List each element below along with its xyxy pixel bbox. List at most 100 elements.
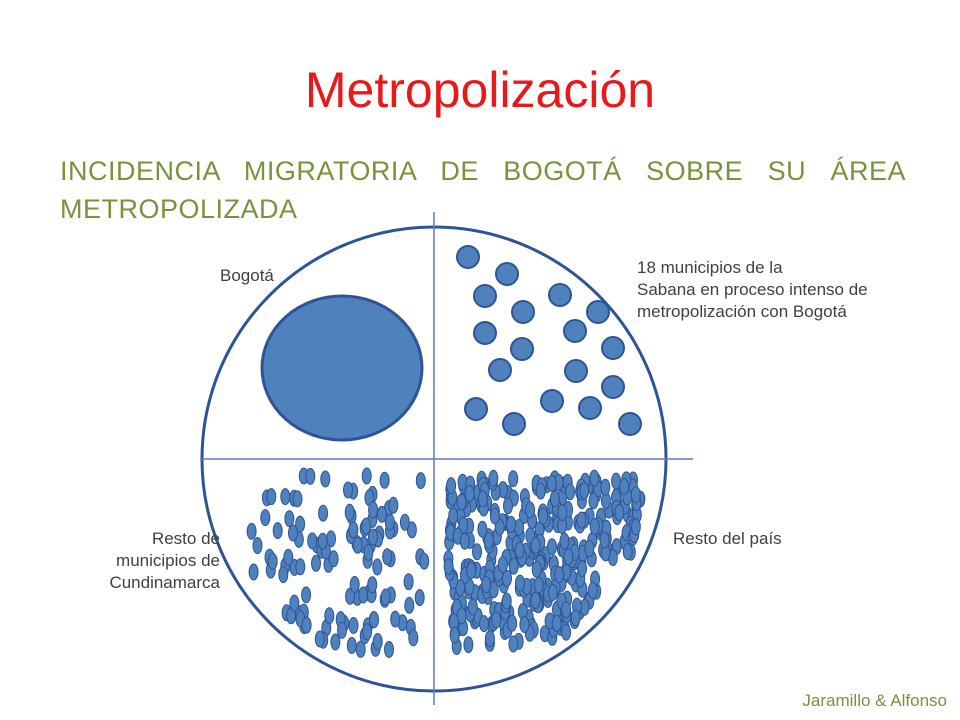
cundinamarca-label-line-2: municipios de — [116, 551, 220, 570]
cundinamarca-dot — [301, 586, 312, 604]
rest-of-country-dot — [481, 576, 492, 594]
rest-of-country-dot — [538, 507, 549, 525]
cundinamarca-dot — [307, 532, 318, 550]
cundinamarca-dot — [252, 537, 263, 555]
cundinamarca-municipalities-dots — [246, 467, 430, 658]
rest-of-country-dot — [502, 569, 512, 587]
cundinamarca-dot — [328, 550, 339, 568]
rest-of-country-dot — [584, 540, 595, 557]
cundinamarca-dot — [346, 637, 357, 654]
cundinamarca-dot — [283, 548, 294, 566]
slide-title: Metropolización — [304, 62, 656, 118]
rest-of-country-dot — [477, 520, 488, 538]
cundinamarca-dot — [345, 587, 356, 605]
cundinamarca-dot — [314, 630, 325, 648]
cundinamarca-dot — [288, 524, 298, 542]
cundinamarca-dot — [415, 472, 426, 490]
cundinamarca-dot — [267, 552, 278, 570]
cundinamarca-label-line-3: Cundinamarca — [109, 573, 220, 592]
sabana-municipality-dot — [601, 336, 625, 360]
sabana-municipality-dot — [548, 283, 572, 307]
subtitle-line-2: METROPOLIZADA — [60, 194, 298, 224]
credit-text: Jaramillo & Alfonso — [802, 691, 947, 710]
sabana-municipality-dot — [564, 359, 588, 383]
cundinamarca-dot — [384, 513, 395, 531]
cundinamarca-dot — [349, 576, 360, 593]
cundinamarca-dot — [399, 513, 410, 531]
cundinamarca-dot — [348, 617, 359, 634]
rest-of-country-dot — [554, 566, 565, 584]
cundinamarca-dot — [248, 563, 259, 581]
rest-of-country-dot — [525, 501, 536, 519]
cundinamarca-dot — [317, 532, 328, 550]
rest-of-country-dot — [576, 511, 587, 529]
cundinamarca-dot — [289, 594, 300, 612]
sabana-municipality-dot — [495, 262, 519, 286]
rest-of-country-dot — [630, 486, 641, 504]
rest-of-country-dot — [497, 556, 508, 574]
cundinamarca-label: Resto de municipios de Cundinamarca — [60, 528, 220, 594]
cundinamarca-dot — [382, 548, 393, 566]
rest-of-country-dot — [491, 611, 502, 629]
rest-of-country-dot — [565, 483, 575, 501]
rest-of-country-dot — [531, 561, 542, 578]
cundinamarca-dot — [284, 510, 295, 528]
cundinamarca-dot — [278, 566, 289, 584]
sabana-label-line-3: metropolización con Bogotá — [637, 302, 847, 321]
cundinamarca-dot — [305, 467, 316, 485]
rest-of-country-dot — [561, 601, 572, 619]
cundinamarca-dot — [368, 501, 379, 519]
rest-of-country-dot — [600, 478, 611, 496]
cundinamarca-dot — [390, 610, 401, 628]
cundinamarca-label-line-1: Resto de — [151, 529, 220, 548]
rest-of-country-dot — [508, 635, 519, 653]
sabana-municipality-dot — [601, 375, 625, 399]
rest-of-country-dot — [472, 543, 482, 561]
rest-of-country-dot — [501, 592, 512, 610]
rest-of-country-dot — [464, 485, 475, 503]
rest-of-country-dot — [599, 531, 610, 549]
rest-of-country-dot — [514, 541, 525, 559]
cundinamarca-dot — [368, 528, 378, 546]
rest-of-country-dot — [577, 560, 587, 577]
rest-of-country-dot — [483, 532, 494, 550]
rest-of-country-dot — [443, 558, 454, 575]
sabana-municipality-dot — [510, 337, 534, 361]
sabana-label: 18 municipios de la Sabana en proceso in… — [637, 257, 947, 323]
rest-of-country-label: Resto del país — [673, 529, 782, 548]
sabana-label-line-1: 18 municipios de la — [637, 258, 783, 277]
rest-of-country-dot — [614, 504, 625, 521]
cundinamarca-dot — [324, 607, 335, 625]
sabana-municipality-dot — [618, 412, 642, 436]
cundinamarca-dot — [369, 611, 379, 629]
sabana-municipality-dot — [578, 396, 602, 420]
sabana-municipality-dot — [488, 358, 512, 382]
sabana-municipalities-dots — [456, 245, 642, 436]
rest-of-country-dot — [515, 574, 525, 592]
rest-of-country-dot — [463, 636, 474, 654]
rest-of-country-dot — [619, 478, 630, 495]
rest-of-country-dot — [488, 469, 499, 487]
rest-of-country-dot — [449, 626, 460, 644]
cundinamarca-dot — [330, 633, 341, 651]
cundinamarca-dot — [406, 521, 417, 539]
cundinamarca-dot — [348, 521, 359, 539]
rest-of-country-dot — [547, 584, 558, 601]
cundinamarca-dot — [419, 552, 430, 570]
rest-of-country-dot — [446, 477, 457, 495]
rest-of-country-dot — [466, 562, 477, 580]
rest-of-country-dot — [570, 609, 581, 627]
cundinamarca-dot — [311, 554, 321, 572]
rest-of-country-dot — [588, 492, 599, 510]
rest-of-country-dot — [467, 598, 478, 616]
slide-subtitle: INCIDENCIA MIGRATORIA DE BOGOTÁ SOBRE SU… — [60, 152, 906, 228]
rest-of-country-dot — [484, 630, 495, 648]
rest-of-country-dot — [530, 537, 541, 555]
cundinamarca-dot — [362, 623, 373, 641]
cundinamarca-dot — [367, 576, 378, 594]
cundinamarca-dot — [266, 488, 277, 506]
cundinamarca-dot — [246, 522, 257, 540]
rest-of-country-dot — [530, 591, 541, 609]
rest-of-country-dot — [507, 614, 518, 632]
